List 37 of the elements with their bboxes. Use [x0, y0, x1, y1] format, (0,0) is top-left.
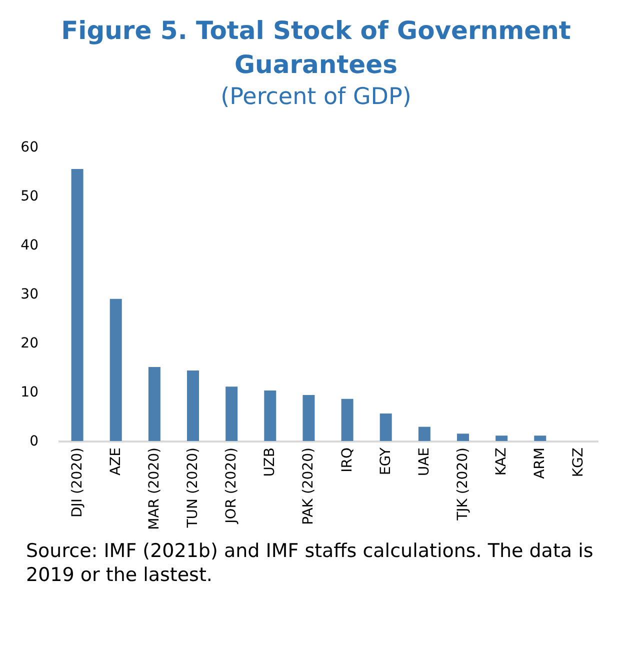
bar	[457, 433, 469, 440]
y-tick-label: 30	[20, 286, 38, 302]
x-tick-label: KAZ	[494, 447, 510, 476]
x-tick-label: UZB	[262, 447, 278, 476]
bar	[148, 366, 160, 440]
x-tick-label: TUN (2020)	[185, 447, 201, 528]
chart-subtitle: (Percent of GDP)	[220, 84, 412, 110]
x-tick-label: IRQ	[339, 447, 356, 472]
y-tick-label: 60	[20, 139, 38, 155]
x-tick-label: JOR (2020)	[224, 447, 240, 524]
bar	[302, 394, 315, 440]
bar	[226, 386, 238, 440]
y-tick-label: 10	[20, 384, 38, 400]
x-tick-label: PAK (2020)	[300, 447, 317, 524]
bar	[110, 298, 122, 440]
bar	[418, 426, 430, 440]
x-tick-label: UAE	[416, 447, 432, 476]
x-tick-label: DJI (2020)	[69, 447, 86, 518]
y-tick-label: 40	[20, 237, 38, 253]
bar	[534, 435, 546, 440]
x-tick-label: EGY	[378, 446, 394, 475]
bar	[71, 168, 84, 440]
bar	[496, 435, 508, 440]
bar	[341, 398, 354, 440]
x-tick-label: TJK (2020)	[455, 447, 471, 521]
y-tick-label: 20	[20, 335, 38, 351]
x-tick-label: ARM	[532, 447, 548, 478]
bar	[264, 390, 276, 440]
chart-title: Figure 5. Total Stock of Government Guarantees	[60, 15, 572, 81]
bar	[187, 370, 199, 440]
y-tick-label: 0	[30, 433, 38, 449]
x-tick-label: MAR (2020)	[146, 447, 162, 530]
y-tick-label: 50	[20, 188, 38, 204]
bar	[380, 413, 392, 440]
x-tick-label: KGZ	[570, 447, 587, 477]
x-tick-label: AZE	[108, 447, 124, 476]
source-note: Source: IMF (2021b) and IMF staffs calculations. The data is 2019 or the lastest.	[26, 538, 594, 588]
